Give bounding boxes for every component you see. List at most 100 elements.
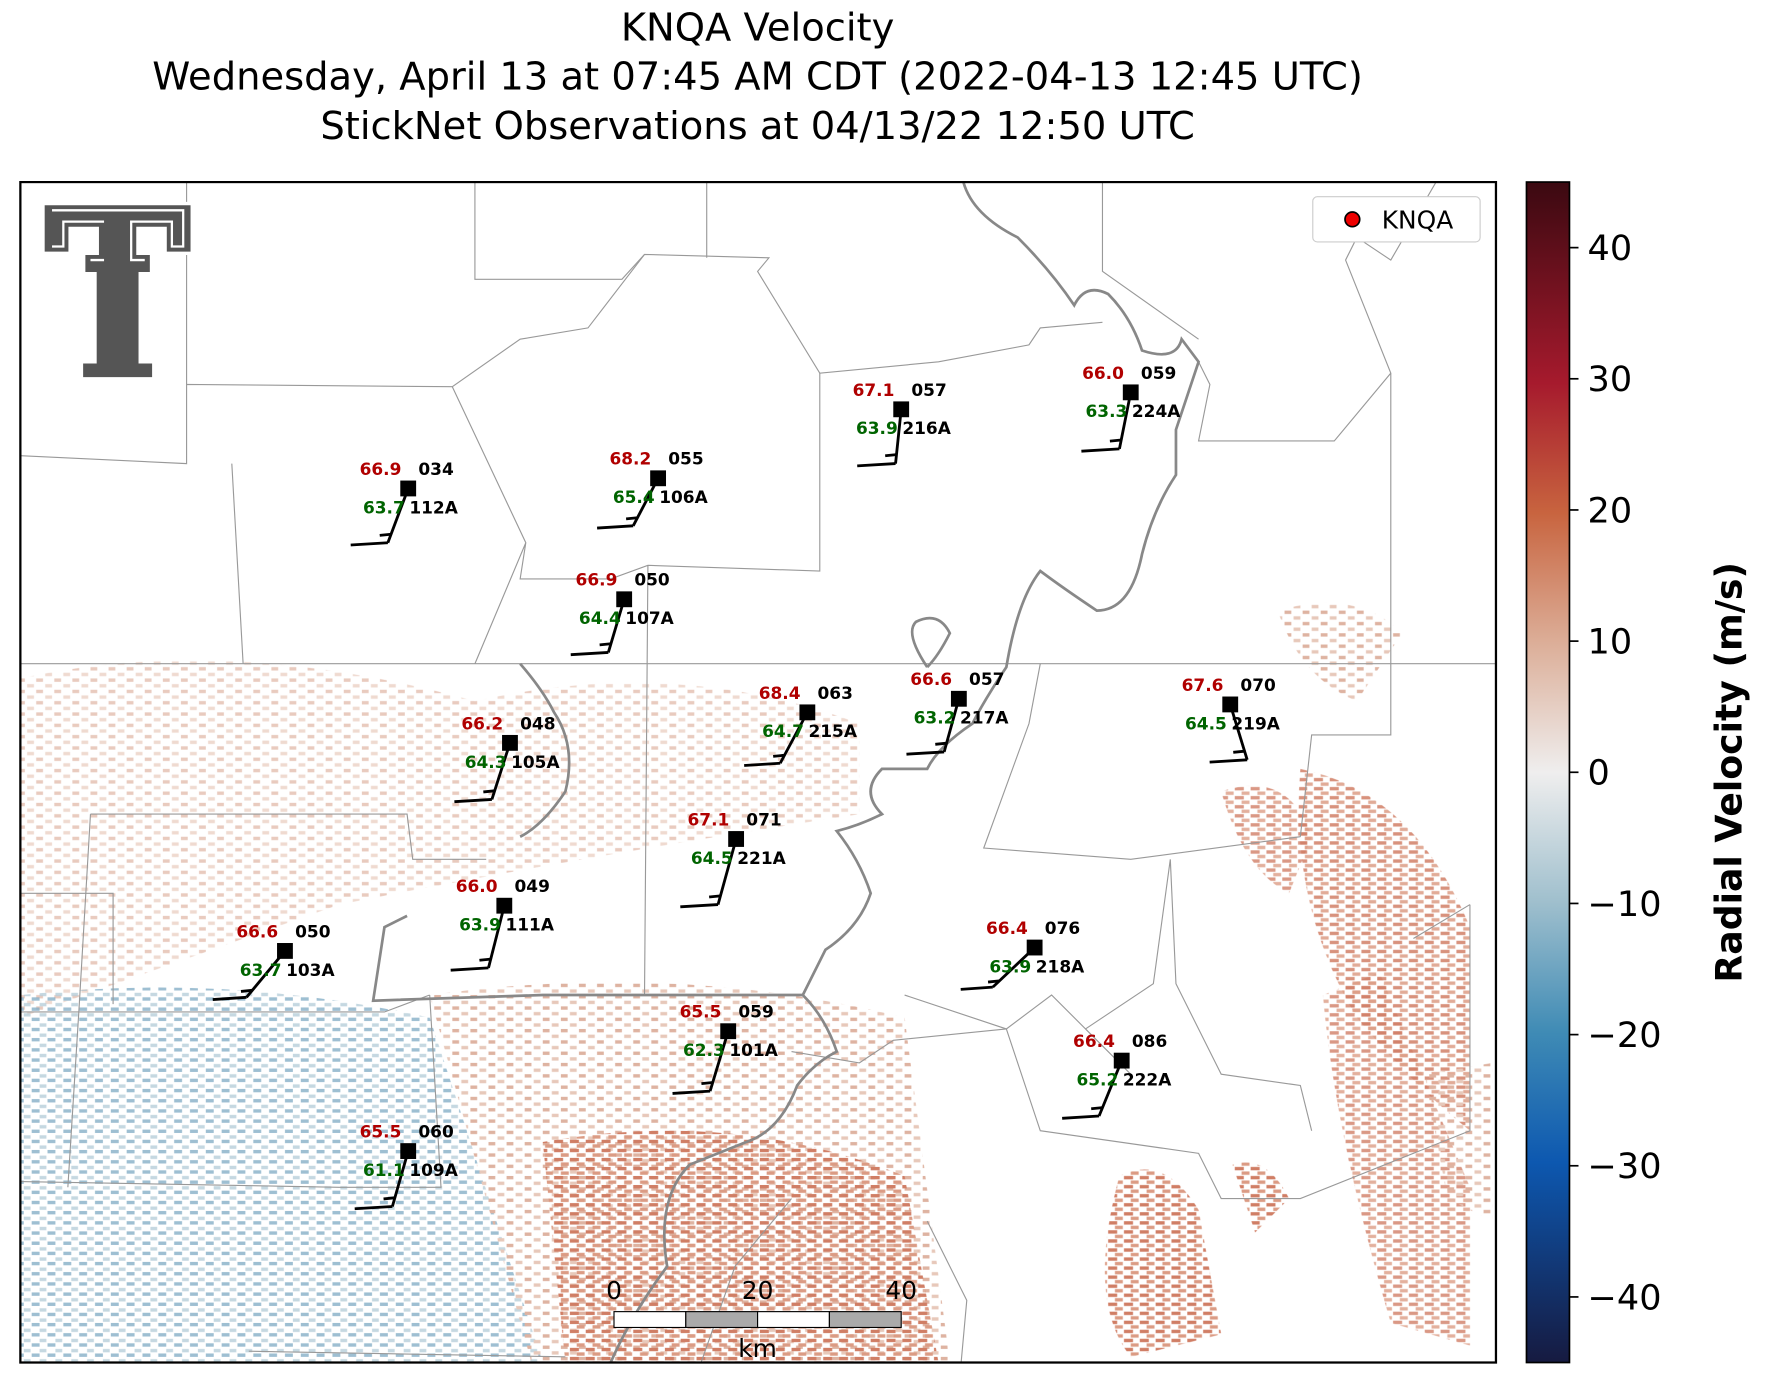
wind-barb (778, 711, 809, 764)
station-code: 063 (818, 683, 853, 703)
colorbar-label: Radial Velocity (m/s) (1707, 562, 1750, 983)
colorbar-tick-label: −30 (1588, 1146, 1662, 1187)
station-code: 050 (295, 921, 330, 941)
station-id: 106A (659, 487, 708, 507)
station-code: 060 (418, 1122, 453, 1142)
dewpoint: 63.9 (989, 956, 1031, 976)
station-marker (1122, 384, 1139, 401)
station: 67.6 070 64.5 219A (1182, 675, 1281, 764)
legend-box (1312, 196, 1481, 243)
station: 66.9 050 64.4 107A (570, 570, 675, 657)
station-code: 071 (746, 809, 781, 829)
colorbar-ticks: 40 30 20 10 0 −10 −20 −30 −40 (1569, 228, 1662, 1318)
temperature: 68.2 (609, 449, 651, 469)
station-marker (728, 831, 745, 847)
wind-barb-flag (454, 798, 492, 804)
dewpoint: 64.3 (465, 752, 507, 772)
station-id: 112A (409, 497, 458, 517)
county-borders (20, 182, 1496, 1363)
colorbar-tick-label: −40 (1588, 1277, 1662, 1318)
scale-unit: km (738, 1334, 777, 1363)
wind-barb (386, 487, 410, 544)
wind-barb-flag (960, 985, 993, 991)
temperature: 66.6 (910, 669, 952, 689)
wind-barb (716, 838, 738, 905)
station-marker (496, 897, 513, 914)
temperature: 65.5 (360, 1122, 402, 1142)
scale-segment (685, 1311, 759, 1329)
wind-barb (490, 742, 512, 800)
station: 66.9 034 63.7 112A (350, 459, 459, 547)
colorbar-tick-label: −20 (1588, 1015, 1662, 1056)
wind-barb-flag (479, 957, 491, 962)
station: 66.4 086 65.2 222A (1062, 1031, 1172, 1120)
wind-barb-flag (708, 894, 721, 899)
wind-barb-flag (383, 1196, 396, 1201)
dewpoint: 61.1 (363, 1160, 405, 1180)
wind-barb-flag (857, 462, 896, 468)
wind-barb-flag (1062, 1114, 1100, 1120)
map-area (20, 182, 1496, 1363)
wind-barb-flag (240, 988, 253, 993)
wind-barb-flag (1233, 749, 1245, 754)
scale-segment (828, 1311, 902, 1329)
wind-barb (487, 905, 506, 969)
station: 66.2 048 64.3 105A (454, 713, 560, 804)
wind-barb-flag (570, 651, 609, 657)
wind-barb-flag (625, 516, 638, 521)
wind-barb-flag (1109, 438, 1122, 443)
dewpoint: 64.5 (691, 848, 733, 868)
dewpoint: 64.7 (762, 721, 804, 741)
logo (41, 201, 194, 381)
temperature: 66.4 (1073, 1031, 1115, 1051)
station-code: 086 (1132, 1031, 1167, 1051)
colorbar-tick-label: 0 (1588, 753, 1610, 794)
wind-barb-flag (906, 750, 945, 756)
station-id: 215A (808, 721, 857, 741)
temperature: 66.0 (456, 876, 498, 896)
station-marker (1026, 939, 1043, 956)
dewpoint: 65.2 (1076, 1069, 1118, 1089)
temperature: 66.0 (1082, 363, 1124, 383)
station: 66.0 049 63.9 111A (450, 876, 555, 972)
temperature: 66.6 (236, 921, 278, 941)
title-line: Wednesday, April 13 at 07:45 AM CDT (202… (152, 54, 1363, 99)
scale-segment (613, 1311, 687, 1329)
dewpoint: 63.3 (1085, 401, 1127, 421)
station-id: 105A (511, 752, 560, 772)
station-id: 109A (409, 1160, 458, 1180)
dewpoint: 65.4 (613, 487, 655, 507)
wind-barb-flag (379, 532, 392, 537)
wind-barb-flag (672, 1089, 711, 1095)
wind-barb (894, 409, 903, 464)
temperature: 66.2 (461, 713, 503, 733)
scale-segment (757, 1311, 830, 1329)
station: 66.6 050 63.7 103A (212, 921, 335, 1001)
wind-barb (1118, 392, 1133, 450)
station: 65.5 059 62.3 101A (672, 1002, 779, 1095)
dewpoint: 62.3 (683, 1040, 725, 1060)
wind-barb (1097, 1060, 1123, 1117)
colorbar-tick-label: −10 (1588, 884, 1662, 925)
station-code: 048 (520, 713, 555, 733)
station-marker (502, 734, 518, 751)
wind-barb-flag (885, 453, 897, 458)
colorbar (1525, 181, 1571, 1364)
station: 68.2 055 65.4 106A (597, 449, 709, 530)
station-id: 103A (286, 960, 335, 980)
station-id: 216A (902, 418, 951, 438)
station-marker (1113, 1052, 1130, 1069)
wind-barb-flag (1209, 758, 1248, 764)
dewpoint: 63.2 (914, 708, 956, 728)
station-marker (950, 690, 967, 707)
station-code: 050 (634, 570, 669, 590)
station-id: 107A (625, 608, 674, 628)
station: 66.4 076 63.9 218A (960, 918, 1085, 991)
wind-barb (942, 698, 961, 753)
wind-barb-flag (987, 979, 1000, 984)
station: 66.0 059 63.3 224A (1081, 363, 1181, 453)
station: 66.6 057 63.2 217A (906, 669, 1009, 756)
